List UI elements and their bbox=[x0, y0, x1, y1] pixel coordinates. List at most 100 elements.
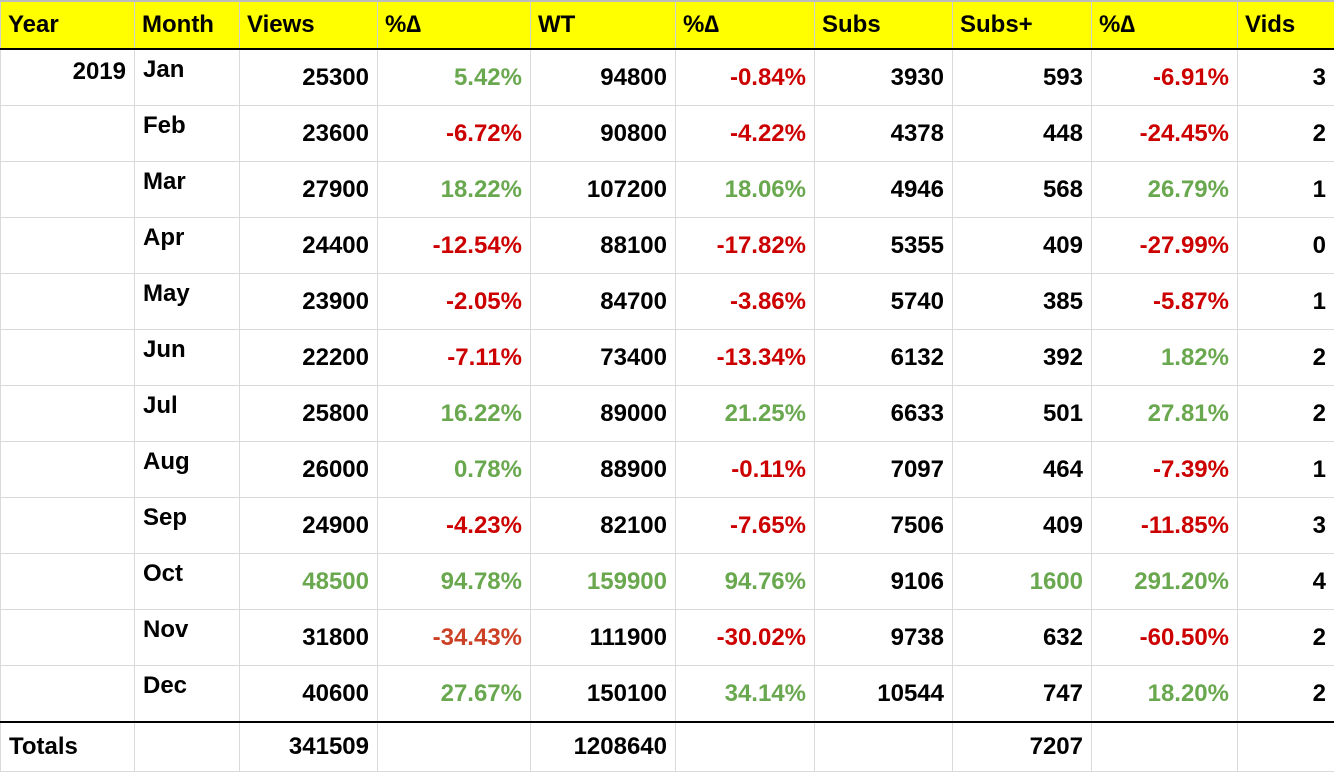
cell-month[interactable]: Oct bbox=[135, 554, 240, 610]
cell-subs[interactable]: 9106 bbox=[815, 554, 953, 610]
header-month[interactable]: Month bbox=[135, 1, 240, 49]
cell-views-pct[interactable]: -6.72% bbox=[378, 106, 531, 162]
cell-views-pct[interactable]: 27.67% bbox=[378, 666, 531, 723]
cell-subs-plus[interactable]: 392 bbox=[953, 330, 1092, 386]
cell-views[interactable]: 23900 bbox=[240, 274, 378, 330]
cell-month[interactable]: May bbox=[135, 274, 240, 330]
cell-views-pct[interactable]: 5.42% bbox=[378, 49, 531, 106]
cell-subs[interactable]: 6633 bbox=[815, 386, 953, 442]
cell-subs-pct[interactable]: -11.85% bbox=[1092, 498, 1238, 554]
cell-empty[interactable] bbox=[676, 722, 815, 772]
cell-vids[interactable]: 1 bbox=[1238, 162, 1334, 218]
cell-subs[interactable]: 4946 bbox=[815, 162, 953, 218]
cell-wt-pct[interactable]: -3.86% bbox=[676, 274, 815, 330]
cell-subs[interactable]: 6132 bbox=[815, 330, 953, 386]
header-wt-pct[interactable]: %∆ bbox=[676, 1, 815, 49]
cell-vids[interactable]: 2 bbox=[1238, 106, 1334, 162]
cell-subs-pct[interactable]: 18.20% bbox=[1092, 666, 1238, 723]
cell-wt-pct[interactable]: 18.06% bbox=[676, 162, 815, 218]
cell-vids[interactable]: 1 bbox=[1238, 442, 1334, 498]
cell-views-pct[interactable]: -34.43% bbox=[378, 610, 531, 666]
cell-month[interactable]: Dec bbox=[135, 666, 240, 723]
cell-vids[interactable]: 2 bbox=[1238, 330, 1334, 386]
cell-subs[interactable]: 3930 bbox=[815, 49, 953, 106]
cell-wt-pct[interactable]: -4.22% bbox=[676, 106, 815, 162]
cell-subs-pct[interactable]: 26.79% bbox=[1092, 162, 1238, 218]
cell-subs-pct[interactable]: -5.87% bbox=[1092, 274, 1238, 330]
cell-month[interactable]: Sep bbox=[135, 498, 240, 554]
header-year[interactable]: Year bbox=[1, 1, 135, 49]
cell-views[interactable]: 31800 bbox=[240, 610, 378, 666]
cell-year[interactable] bbox=[1, 442, 135, 498]
cell-month[interactable]: Jul bbox=[135, 386, 240, 442]
cell-subs-plus[interactable]: 747 bbox=[953, 666, 1092, 723]
cell-year[interactable] bbox=[1, 106, 135, 162]
cell-wt[interactable]: 94800 bbox=[531, 49, 676, 106]
cell-wt[interactable]: 159900 bbox=[531, 554, 676, 610]
cell-vids[interactable]: 3 bbox=[1238, 49, 1334, 106]
cell-wt-pct[interactable]: 34.14% bbox=[676, 666, 815, 723]
totals-views[interactable]: 341509 bbox=[240, 722, 378, 772]
cell-year[interactable] bbox=[1, 218, 135, 274]
cell-vids[interactable]: 4 bbox=[1238, 554, 1334, 610]
cell-views-pct[interactable]: 18.22% bbox=[378, 162, 531, 218]
cell-views[interactable]: 40600 bbox=[240, 666, 378, 723]
cell-vids[interactable]: 3 bbox=[1238, 498, 1334, 554]
cell-wt-pct[interactable]: -17.82% bbox=[676, 218, 815, 274]
cell-subs-pct[interactable]: -27.99% bbox=[1092, 218, 1238, 274]
cell-subs-plus[interactable]: 501 bbox=[953, 386, 1092, 442]
cell-year[interactable] bbox=[1, 162, 135, 218]
cell-subs-plus[interactable]: 409 bbox=[953, 218, 1092, 274]
cell-year[interactable] bbox=[1, 330, 135, 386]
cell-subs-pct[interactable]: -60.50% bbox=[1092, 610, 1238, 666]
cell-vids[interactable]: 2 bbox=[1238, 666, 1334, 723]
cell-year[interactable] bbox=[1, 386, 135, 442]
cell-subs-pct[interactable]: -7.39% bbox=[1092, 442, 1238, 498]
cell-wt[interactable]: 73400 bbox=[531, 330, 676, 386]
cell-subs-plus[interactable]: 385 bbox=[953, 274, 1092, 330]
cell-subs[interactable]: 9738 bbox=[815, 610, 953, 666]
cell-subs-pct[interactable]: 1.82% bbox=[1092, 330, 1238, 386]
cell-vids[interactable]: 2 bbox=[1238, 610, 1334, 666]
cell-subs[interactable]: 4378 bbox=[815, 106, 953, 162]
cell-wt-pct[interactable]: -0.11% bbox=[676, 442, 815, 498]
cell-wt-pct[interactable]: -7.65% bbox=[676, 498, 815, 554]
cell-subs-plus[interactable]: 464 bbox=[953, 442, 1092, 498]
header-vids[interactable]: Vids bbox=[1238, 1, 1334, 49]
cell-views[interactable]: 25300 bbox=[240, 49, 378, 106]
cell-empty[interactable] bbox=[815, 722, 953, 772]
header-subs-plus[interactable]: Subs+ bbox=[953, 1, 1092, 49]
cell-year[interactable] bbox=[1, 610, 135, 666]
cell-wt[interactable]: 82100 bbox=[531, 498, 676, 554]
cell-wt-pct[interactable]: 94.76% bbox=[676, 554, 815, 610]
cell-subs-pct[interactable]: -24.45% bbox=[1092, 106, 1238, 162]
header-views[interactable]: Views bbox=[240, 1, 378, 49]
cell-subs-plus[interactable]: 1600 bbox=[953, 554, 1092, 610]
cell-views[interactable]: 48500 bbox=[240, 554, 378, 610]
cell-month[interactable]: Apr bbox=[135, 218, 240, 274]
cell-views-pct[interactable]: -2.05% bbox=[378, 274, 531, 330]
cell-empty[interactable] bbox=[1092, 722, 1238, 772]
cell-subs-pct[interactable]: 291.20% bbox=[1092, 554, 1238, 610]
cell-month[interactable]: Feb bbox=[135, 106, 240, 162]
header-subs-pct[interactable]: %∆ bbox=[1092, 1, 1238, 49]
cell-year[interactable] bbox=[1, 554, 135, 610]
totals-wt[interactable]: 1208640 bbox=[531, 722, 676, 772]
cell-subs[interactable]: 5355 bbox=[815, 218, 953, 274]
cell-wt-pct[interactable]: -30.02% bbox=[676, 610, 815, 666]
cell-wt[interactable]: 88100 bbox=[531, 218, 676, 274]
totals-label[interactable]: Totals bbox=[1, 722, 135, 772]
cell-month[interactable]: Nov bbox=[135, 610, 240, 666]
header-wt[interactable]: WT bbox=[531, 1, 676, 49]
cell-wt-pct[interactable]: -13.34% bbox=[676, 330, 815, 386]
cell-views-pct[interactable]: -7.11% bbox=[378, 330, 531, 386]
cell-empty[interactable] bbox=[1238, 722, 1334, 772]
cell-subs-pct[interactable]: 27.81% bbox=[1092, 386, 1238, 442]
cell-views[interactable]: 22200 bbox=[240, 330, 378, 386]
cell-subs-plus[interactable]: 448 bbox=[953, 106, 1092, 162]
cell-month[interactable]: Jan bbox=[135, 49, 240, 106]
cell-year[interactable] bbox=[1, 274, 135, 330]
cell-subs[interactable]: 7506 bbox=[815, 498, 953, 554]
cell-wt[interactable]: 84700 bbox=[531, 274, 676, 330]
cell-views[interactable]: 24900 bbox=[240, 498, 378, 554]
